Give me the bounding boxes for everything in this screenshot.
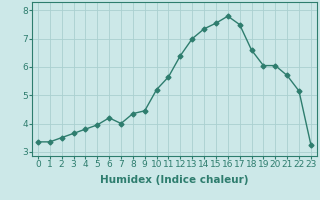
X-axis label: Humidex (Indice chaleur): Humidex (Indice chaleur): [100, 175, 249, 185]
